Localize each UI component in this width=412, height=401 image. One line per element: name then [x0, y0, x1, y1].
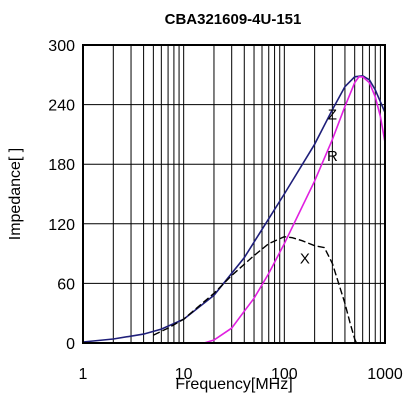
series-line-z — [82, 74, 386, 343]
y-tick-label: 60 — [57, 276, 75, 293]
series-line-x — [153, 235, 358, 344]
chart-title: CBA321609-4U-151 — [165, 11, 302, 28]
curve-label-x: X — [300, 251, 310, 268]
series-layer — [82, 74, 386, 344]
series-line-r — [83, 76, 386, 344]
x-tick-label: 100 — [271, 366, 298, 383]
y-axis-label: Impedance[ ] — [7, 148, 24, 241]
x-tick-label: 10 — [175, 366, 193, 383]
curve-label-r: R — [327, 148, 338, 165]
x-axis-label: Frequency[MHz] — [175, 376, 292, 393]
y-tick-label: 120 — [48, 217, 75, 234]
y-tick-label: 300 — [48, 38, 75, 55]
y-tick-label: 180 — [48, 157, 75, 174]
curve-label-z: Z — [328, 107, 337, 124]
x-tick-label: 1 — [79, 366, 88, 383]
x-tick-labels: 1 10 100 1000 — [79, 366, 403, 383]
y-tick-label: 0 — [66, 336, 75, 353]
curve-labels: Z R X — [300, 107, 338, 268]
plot-frame — [82, 44, 386, 344]
y-tick-label: 240 — [48, 98, 75, 115]
x-tick-label: 1000 — [367, 366, 403, 383]
y-tick-labels: 0 60 120 180 240 300 — [48, 38, 75, 353]
grid — [83, 45, 385, 343]
